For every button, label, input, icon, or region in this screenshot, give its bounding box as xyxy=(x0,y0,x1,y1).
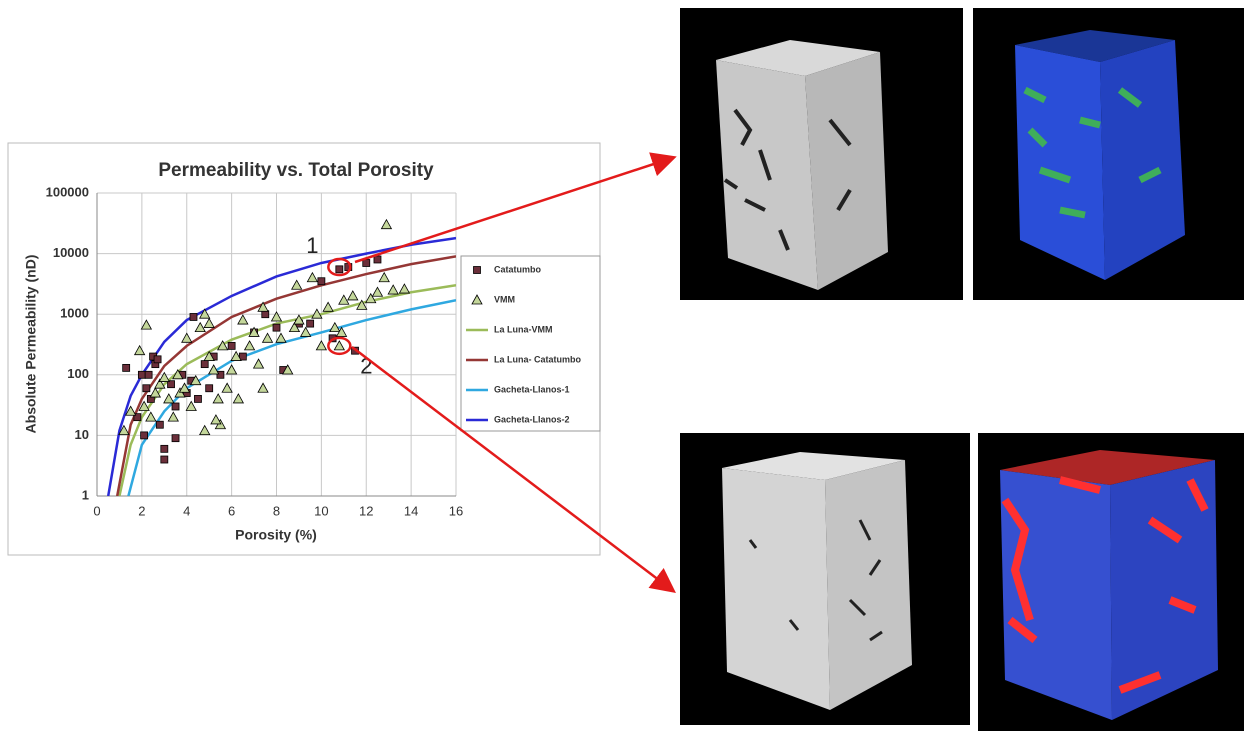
square-marker xyxy=(172,435,179,442)
x-tick-label: 14 xyxy=(404,503,418,518)
square-marker xyxy=(123,364,130,371)
ct-image-top-color xyxy=(973,8,1244,300)
y-tick-label: 1 xyxy=(82,487,89,502)
square-marker xyxy=(262,311,269,318)
square-marker xyxy=(273,324,280,331)
square-marker xyxy=(141,432,148,439)
square-marker xyxy=(172,403,179,410)
square-marker xyxy=(145,371,152,378)
x-tick-label: 4 xyxy=(183,503,190,518)
chart-title: Permeability vs. Total Porosity xyxy=(158,160,434,181)
y-axis-label: Absolute Permeability (nD) xyxy=(23,255,39,434)
x-tick-label: 16 xyxy=(449,503,463,518)
legend-label: VMM xyxy=(494,294,515,304)
legend-box xyxy=(461,256,600,431)
square-marker xyxy=(138,371,145,378)
legend-label: Gacheta-Llanos-2 xyxy=(494,414,570,424)
legend-label: La Luna- Catatumbo xyxy=(494,354,582,364)
square-marker xyxy=(190,313,197,320)
square-marker xyxy=(307,320,314,327)
square-marker xyxy=(336,266,343,273)
square-marker xyxy=(161,445,168,452)
square-marker xyxy=(363,259,370,266)
y-tick-label: 100000 xyxy=(46,184,89,199)
y-tick-label: 10 xyxy=(75,427,89,442)
square-marker xyxy=(201,361,208,368)
square-marker xyxy=(156,421,163,428)
x-axis-label: Porosity (%) xyxy=(235,527,317,543)
square-marker xyxy=(194,395,201,402)
annotation-label: 1 xyxy=(306,233,318,258)
square-marker xyxy=(143,385,150,392)
x-tick-label: 6 xyxy=(228,503,235,518)
square-marker xyxy=(161,456,168,463)
page: Permeability vs. Total Porosity Porosity… xyxy=(0,0,1244,731)
ct-image-bottom-color xyxy=(978,433,1244,731)
y-tick-label: 1000 xyxy=(60,306,89,321)
x-tick-label: 10 xyxy=(314,503,328,518)
square-marker xyxy=(206,385,213,392)
x-tick-label: 0 xyxy=(93,503,100,518)
y-tick-label: 10000 xyxy=(53,245,89,260)
legend-label: Gacheta-Llanos-1 xyxy=(494,384,570,394)
x-tick-label: 8 xyxy=(273,503,280,518)
square-marker xyxy=(228,342,235,349)
square-marker xyxy=(374,256,381,263)
x-tick-label: 2 xyxy=(138,503,145,518)
x-tick-label: 12 xyxy=(359,503,373,518)
legend-label: La Luna-VMM xyxy=(494,324,553,334)
y-tick-label: 100 xyxy=(67,366,89,381)
square-marker xyxy=(318,278,325,285)
ct-image-top-gray xyxy=(680,8,963,300)
square-marker xyxy=(154,356,161,363)
ct-image-bottom-gray xyxy=(680,433,970,725)
legend-marker xyxy=(474,267,481,274)
legend-label: Catatumbo xyxy=(494,264,542,274)
